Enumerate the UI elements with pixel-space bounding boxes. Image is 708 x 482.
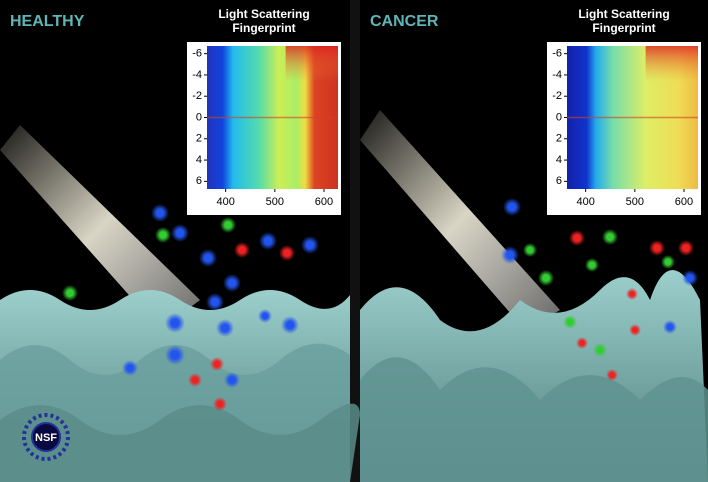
- tissue-surface: [360, 357, 708, 482]
- y-tick-label: -6: [552, 48, 562, 60]
- x-tick-label: 600: [315, 196, 333, 208]
- y-tick-label: 0: [556, 111, 562, 123]
- y-tick-label: 4: [556, 154, 562, 166]
- inset-title: Fingerprint: [232, 21, 295, 35]
- particles: [62, 204, 319, 411]
- y-tick-label: -4: [192, 69, 202, 81]
- y-tick-label: 4: [196, 154, 202, 166]
- y-tick-label: 0: [196, 111, 202, 123]
- x-tick-label: 500: [266, 196, 284, 208]
- y-tick-label: 6: [556, 175, 562, 187]
- y-tick-label: -2: [552, 90, 562, 102]
- logo-text: NSF: [35, 432, 57, 444]
- x-tick-label: 400: [576, 196, 594, 208]
- inset-title: Fingerprint: [592, 21, 655, 35]
- light-beam: [0, 125, 200, 330]
- inset-title: Light Scattering: [218, 7, 309, 21]
- panel-label: HEALTHY: [10, 13, 85, 30]
- y-tick-label: 2: [556, 133, 562, 145]
- inset-title: Light Scattering: [578, 7, 669, 21]
- x-tick-label: 500: [626, 196, 644, 208]
- x-tick-label: 400: [216, 196, 234, 208]
- light-beam: [360, 110, 560, 330]
- tissue-surface: [0, 403, 360, 482]
- y-tick-label: 6: [196, 175, 202, 187]
- y-tick-label: 2: [196, 133, 202, 145]
- panel-label: CANCER: [370, 13, 439, 30]
- x-tick-label: 600: [675, 196, 693, 208]
- y-tick-label: -4: [552, 69, 562, 81]
- y-tick-label: -2: [192, 90, 202, 102]
- y-tick-label: -6: [192, 48, 202, 60]
- nsf-logo: NSF: [22, 413, 70, 461]
- particles: [501, 198, 698, 381]
